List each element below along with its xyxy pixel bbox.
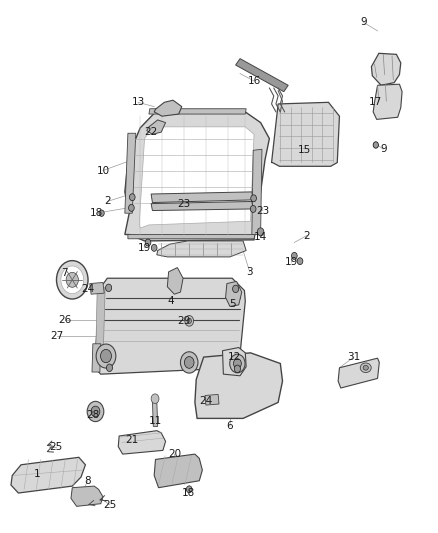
Text: 24: 24 [199, 396, 212, 406]
Text: 11: 11 [149, 416, 162, 426]
Text: 19: 19 [138, 243, 151, 253]
Ellipse shape [187, 486, 192, 492]
Polygon shape [226, 281, 242, 306]
Ellipse shape [292, 253, 297, 259]
Ellipse shape [297, 258, 303, 265]
Text: 27: 27 [50, 331, 64, 341]
Ellipse shape [57, 261, 88, 299]
Text: 5: 5 [229, 299, 236, 309]
Text: 28: 28 [86, 410, 99, 419]
Text: 3: 3 [246, 267, 253, 277]
Text: 29: 29 [177, 316, 191, 326]
Polygon shape [11, 457, 85, 493]
Ellipse shape [233, 359, 241, 368]
Polygon shape [272, 102, 339, 166]
Text: 4: 4 [167, 296, 174, 306]
Ellipse shape [187, 318, 191, 324]
Polygon shape [92, 344, 101, 372]
Polygon shape [157, 241, 246, 257]
Polygon shape [154, 454, 202, 488]
Text: 25: 25 [49, 442, 62, 451]
Polygon shape [139, 127, 254, 228]
Ellipse shape [100, 350, 111, 362]
Ellipse shape [230, 354, 245, 373]
Polygon shape [125, 112, 269, 241]
Ellipse shape [250, 206, 256, 213]
Polygon shape [147, 120, 166, 134]
Ellipse shape [373, 142, 378, 148]
Text: 22: 22 [145, 127, 158, 137]
Polygon shape [149, 109, 246, 114]
Ellipse shape [251, 195, 256, 201]
Text: 23: 23 [256, 206, 269, 215]
Text: 25: 25 [103, 500, 116, 510]
Text: 6: 6 [226, 422, 233, 431]
Polygon shape [371, 53, 401, 85]
Ellipse shape [257, 228, 264, 236]
Ellipse shape [129, 193, 135, 200]
Ellipse shape [96, 344, 116, 368]
Text: 26: 26 [58, 315, 71, 325]
Polygon shape [125, 133, 136, 213]
Polygon shape [195, 353, 283, 418]
Text: 15: 15 [298, 146, 311, 155]
Text: 23: 23 [177, 199, 191, 208]
Ellipse shape [151, 394, 159, 403]
Ellipse shape [234, 365, 240, 373]
Text: 31: 31 [347, 352, 360, 362]
Polygon shape [71, 486, 103, 506]
Ellipse shape [145, 239, 151, 246]
Text: 19: 19 [285, 257, 298, 267]
Text: 9: 9 [380, 144, 387, 154]
Text: 9: 9 [360, 18, 367, 27]
Text: 13: 13 [131, 98, 145, 107]
Text: 18: 18 [90, 208, 103, 218]
Ellipse shape [66, 272, 78, 287]
Ellipse shape [91, 406, 100, 417]
Polygon shape [151, 201, 253, 211]
Polygon shape [373, 84, 402, 119]
Ellipse shape [363, 366, 368, 370]
Text: 1: 1 [34, 470, 41, 479]
Text: 7: 7 [61, 268, 68, 278]
Polygon shape [154, 100, 182, 116]
Polygon shape [94, 278, 245, 374]
Polygon shape [167, 268, 183, 294]
Ellipse shape [233, 285, 239, 293]
Ellipse shape [185, 316, 194, 326]
Polygon shape [205, 394, 219, 405]
Text: 17: 17 [369, 98, 382, 107]
Polygon shape [128, 235, 255, 239]
Ellipse shape [129, 205, 134, 211]
Polygon shape [151, 192, 253, 203]
Ellipse shape [184, 357, 194, 368]
Text: 10: 10 [96, 166, 110, 175]
Ellipse shape [106, 284, 112, 292]
Text: 18: 18 [182, 488, 195, 498]
Polygon shape [236, 59, 288, 92]
Text: 8: 8 [84, 476, 91, 486]
Ellipse shape [151, 244, 157, 251]
Ellipse shape [106, 364, 113, 372]
Text: 24: 24 [81, 284, 94, 294]
Ellipse shape [360, 363, 371, 373]
Ellipse shape [61, 266, 84, 294]
Polygon shape [118, 431, 166, 454]
Polygon shape [95, 288, 105, 365]
Text: 21: 21 [125, 435, 138, 445]
Polygon shape [152, 401, 158, 426]
Ellipse shape [180, 352, 198, 373]
Polygon shape [223, 348, 246, 376]
Text: 2: 2 [104, 197, 111, 206]
Polygon shape [252, 149, 262, 235]
Polygon shape [338, 358, 379, 388]
Polygon shape [90, 282, 104, 294]
Text: 20: 20 [168, 449, 181, 459]
Text: 14: 14 [254, 232, 267, 242]
Ellipse shape [87, 401, 104, 422]
Ellipse shape [99, 210, 104, 216]
Text: 2: 2 [303, 231, 310, 240]
Text: 12: 12 [228, 352, 241, 362]
Text: 16: 16 [247, 76, 261, 86]
